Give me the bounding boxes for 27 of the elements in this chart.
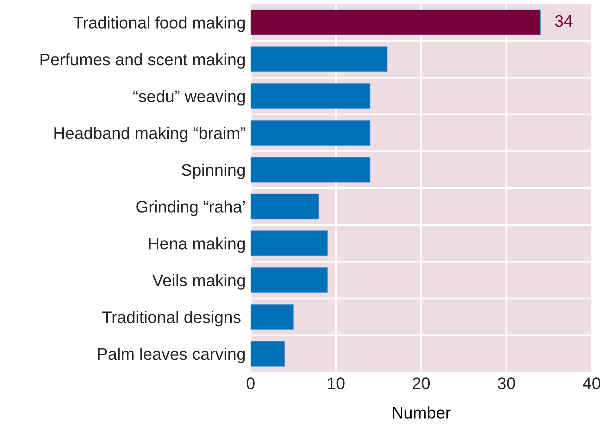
y-tick-label: Spinning [182, 164, 245, 180]
y-tick-label: Grinding “raha’ [136, 200, 246, 216]
y-tick-label: Traditional designs [102, 311, 241, 327]
y-tick-label: Traditional food making [74, 16, 245, 32]
x-tick-label: 20 [413, 378, 430, 390]
y-tick-label: Perfumes and scent making [40, 53, 245, 69]
bar [250, 194, 320, 220]
bar [250, 230, 328, 256]
y-tick-label: Palm leaves carving [98, 348, 245, 364]
x-axis-title: Number [393, 406, 451, 419]
y-tick-label: Veils making [152, 274, 245, 290]
x-tick-label: 40 [583, 378, 601, 390]
bar [250, 341, 286, 367]
y-tick-label: Headband making “braim” [54, 127, 246, 143]
x-tick-label: 0 [246, 378, 255, 390]
data-label: 34 [555, 15, 573, 28]
bar [250, 83, 371, 110]
bar [250, 157, 371, 183]
y-tick-label: “sedu” weaving [134, 90, 245, 106]
bar [250, 120, 371, 146]
x-tick-label: 30 [498, 378, 516, 390]
bar [250, 46, 388, 72]
bar [250, 304, 294, 330]
x-tick-label: 10 [328, 378, 345, 390]
y-tick-label: Hena making [149, 237, 245, 254]
bar [250, 267, 328, 294]
bar [250, 10, 542, 36]
